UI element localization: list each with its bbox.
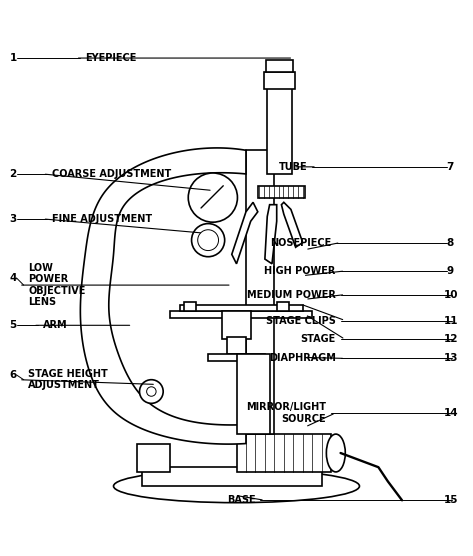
Text: 9: 9	[447, 266, 454, 276]
Text: STAGE CLIPS: STAGE CLIPS	[266, 316, 336, 326]
Text: 11: 11	[444, 316, 459, 326]
Text: 6: 6	[9, 370, 17, 380]
Text: STAGE: STAGE	[300, 335, 336, 345]
Bar	[264, 72, 295, 89]
Text: LOW
POWER
OBJECTIVE
LENS: LOW POWER OBJECTIVE LENS	[28, 262, 86, 307]
Text: DIAPHRAGM: DIAPHRAGM	[269, 354, 336, 364]
Bar	[227, 337, 246, 354]
Text: COARSE ADJUSTMENT: COARSE ADJUSTMENT	[52, 169, 171, 179]
Text: 12: 12	[444, 335, 459, 345]
Text: 8: 8	[447, 237, 454, 247]
Circle shape	[147, 387, 156, 396]
Text: NOSEPIECE: NOSEPIECE	[270, 237, 331, 247]
Bar	[170, 311, 312, 318]
Circle shape	[198, 230, 219, 251]
Circle shape	[192, 224, 225, 257]
Text: 15: 15	[444, 495, 459, 505]
Text: HIGH POWER: HIGH POWER	[264, 266, 336, 276]
Polygon shape	[265, 205, 277, 264]
Text: 5: 5	[9, 320, 17, 330]
Bar	[222, 311, 251, 340]
Text: 4: 4	[9, 273, 17, 283]
Bar	[142, 467, 322, 486]
Text: 1: 1	[9, 53, 17, 63]
Polygon shape	[232, 202, 258, 264]
Text: 2: 2	[9, 169, 17, 179]
Bar	[267, 80, 292, 174]
Bar	[277, 302, 289, 311]
Text: STAGE HEIGHT
ADJUSTMENT: STAGE HEIGHT ADJUSTMENT	[28, 369, 108, 390]
Bar	[236, 434, 331, 472]
Text: 10: 10	[444, 290, 459, 300]
Polygon shape	[281, 202, 303, 247]
Bar	[258, 186, 305, 197]
Text: 13: 13	[444, 354, 459, 364]
Text: MEDIUM POWER: MEDIUM POWER	[247, 290, 336, 300]
Circle shape	[188, 173, 237, 222]
Bar	[246, 150, 274, 434]
Text: BASE: BASE	[227, 495, 255, 505]
Text: 7: 7	[447, 162, 454, 172]
Bar	[180, 305, 303, 311]
Text: EYEPIECE: EYEPIECE	[85, 53, 137, 63]
Ellipse shape	[326, 434, 345, 472]
Circle shape	[140, 380, 163, 403]
Text: TUBE: TUBE	[279, 162, 307, 172]
Bar	[137, 444, 170, 472]
Text: MIRROR/LIGHT
SOURCE: MIRROR/LIGHT SOURCE	[246, 402, 326, 424]
Bar	[236, 354, 270, 434]
Polygon shape	[80, 148, 246, 444]
Text: FINE ADJUSTMENT: FINE ADJUSTMENT	[52, 214, 152, 224]
Bar	[208, 354, 265, 361]
Text: 14: 14	[444, 408, 459, 418]
Text: ARM: ARM	[43, 320, 67, 330]
Bar	[184, 302, 196, 311]
Bar	[266, 61, 293, 72]
Ellipse shape	[114, 470, 359, 503]
Text: 3: 3	[9, 214, 17, 224]
